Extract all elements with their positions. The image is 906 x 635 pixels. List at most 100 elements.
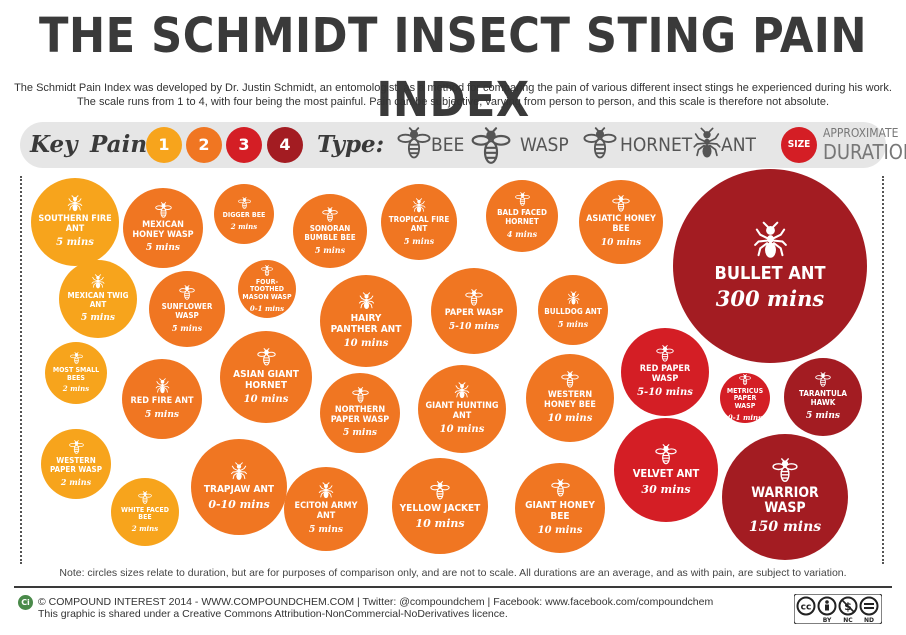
insect-circle-western-honey-bee: Western Honey Bee 10 mins	[526, 354, 614, 442]
footer-license: This graphic is shared under a Creative …	[38, 608, 508, 620]
type-hornet-label: HORNET	[620, 134, 693, 156]
insect-duration: 5 mins	[806, 410, 840, 421]
insect-circle-white-faced-bee: White Faced Bee 2 mins	[111, 478, 179, 546]
insect-circle-sunflower-wasp: Sunflower Wasp 5 mins	[149, 271, 225, 347]
insect-circle-eciton-army-ant: Eciton Army Ant 5 mins	[284, 467, 368, 551]
pain-level-4: 4	[267, 127, 303, 163]
insect-name: Four-Toothed Mason Wasp	[242, 277, 292, 302]
insect-circle-southern-fire-ant: Southern Fire Ant 5 mins	[31, 178, 119, 266]
insect-name: White Faced Bee	[121, 505, 169, 522]
insect-circle-asian-giant-hornet: Asian Giant Hornet 10 mins	[220, 331, 312, 423]
insect-circle-digger-bee: Digger Bee 2 mins	[214, 184, 274, 244]
insect-name: Most Small Bees	[52, 366, 100, 382]
bee-icon	[69, 352, 83, 365]
insect-circle-giant-honey-bee: Giant Honey Bee 10 mins	[515, 463, 605, 553]
insect-name: Eciton Army Ant	[294, 501, 358, 522]
insect-duration: 5 mins	[56, 237, 94, 249]
insect-duration: 5 mins	[314, 244, 346, 255]
left-dotted-border	[20, 176, 22, 564]
insect-circle-asiatic-honey-bee: Asiatic Honey Bee 10 mins	[579, 180, 663, 264]
insect-duration: 5-10 mins	[637, 387, 693, 399]
ant-icon	[411, 198, 427, 214]
ant-icon	[154, 377, 171, 395]
insect-name: Paper Wasp	[444, 308, 504, 319]
insect-name: Western Honey Bee	[544, 389, 596, 410]
insect-circle-bullet-ant: Bullet Ant 300 mins	[673, 169, 867, 363]
insect-duration: 10 mins	[547, 413, 593, 425]
insect-duration: 5 mins	[146, 243, 180, 254]
footer-rule	[14, 586, 892, 588]
insect-duration: 150 mins	[748, 519, 822, 536]
wasp-icon	[465, 289, 483, 307]
insect-circle-tropical-fire-ant: Tropical Fire Ant 5 mins	[381, 184, 457, 260]
insect-circle-red-fire-ant: Red Fire Ant 5 mins	[122, 359, 202, 439]
wasp-icon	[471, 127, 511, 171]
insect-duration: 5 mins	[309, 524, 343, 535]
insect-duration: 5 mins	[171, 322, 203, 333]
insect-circle-trapjaw-ant: Trapjaw Ant 0-10 mins	[191, 439, 287, 535]
insect-circle-metricus-paper-wasp: Metricus Paper Wasp 0-1 mins	[720, 373, 770, 423]
right-dotted-border	[882, 176, 884, 564]
wasp-icon	[739, 373, 751, 386]
type-bee-label: BEE	[431, 134, 465, 156]
insect-duration: 10 mins	[537, 525, 583, 536]
insect-duration: 10 mins	[439, 424, 485, 436]
pain-level-3: 3	[226, 127, 262, 163]
ant-icon	[317, 482, 335, 500]
insect-duration: 2 mins	[131, 523, 159, 533]
insect-circle-velvet-ant: Velvet Ant 30 mins	[614, 418, 718, 522]
wasp-icon	[656, 344, 674, 363]
insect-circle-western-paper-wasp: Western Paper Wasp 2 mins	[41, 429, 111, 499]
insect-duration: 10 mins	[600, 237, 642, 248]
insect-duration: 4 mins	[506, 229, 538, 239]
insect-name: Sonoran Bumble Bee	[304, 223, 356, 242]
pain-level-1: 1	[146, 127, 182, 163]
insect-duration: 10 mins	[343, 338, 389, 349]
size-legend-dot: SIZE	[781, 127, 817, 163]
insect-circle-mexican-honey-wasp: Mexican Honey Wasp 5 mins	[123, 188, 203, 268]
insect-name: Hairy Panther Ant	[330, 313, 402, 335]
ant-icon	[66, 194, 84, 213]
size-note-approximate: APPROXIMATE	[823, 126, 899, 140]
insect-name: Asiatic Honey Bee	[586, 214, 656, 235]
insect-name: Velvet Ant	[632, 466, 700, 480]
bee-icon	[561, 370, 579, 389]
cc-nc-label: NC	[843, 617, 853, 624]
hornet-icon	[514, 192, 530, 207]
ant-icon	[90, 274, 106, 290]
insect-circle-northern-paper-wasp: Northern Paper Wasp 5 mins	[320, 373, 400, 453]
ant-icon	[453, 381, 471, 400]
pain-level-2: 2	[186, 127, 222, 163]
insect-duration: 300 mins	[715, 286, 825, 312]
insect-name: Western Paper Wasp	[50, 456, 102, 475]
pain-label: Pain:	[90, 131, 156, 158]
insect-name: Giant Hunting Ant	[425, 400, 499, 421]
wasp-icon	[261, 264, 273, 277]
insect-circle-bulldog-ant: Bulldog Ant 5 mins	[538, 275, 608, 345]
insect-name: Northern Paper Wasp	[330, 404, 390, 425]
ant-icon	[690, 127, 724, 165]
insect-circle-red-paper-wasp: Red Paper Wasp 5-10 mins	[621, 328, 709, 416]
insect-duration: 0-10 mins	[208, 498, 270, 512]
bee-icon	[550, 479, 570, 498]
insect-name: Sunflower Wasp	[161, 301, 213, 320]
bee-icon	[237, 197, 251, 210]
ant-icon	[750, 221, 791, 262]
cc-by-label: BY	[823, 617, 832, 624]
insect-duration: 2 mins	[62, 384, 90, 394]
insect-name: Asian Giant Hornet	[233, 369, 299, 391]
insect-name: Metricus Paper Wasp	[726, 386, 764, 411]
insect-circle-hairy-panther-ant: Hairy Panther Ant 10 mins	[320, 275, 412, 367]
hornet-icon	[256, 348, 276, 367]
key-label: Key	[30, 131, 78, 158]
insect-duration: 5 mins	[81, 312, 115, 323]
size-legend-note: APPROXIMATE DURATION	[823, 126, 906, 164]
insect-duration: 0-1 mins	[249, 303, 285, 313]
insect-circle-paper-wasp: Paper Wasp 5-10 mins	[431, 268, 517, 354]
wasp-icon	[351, 386, 369, 404]
insect-name: Yellow Jacket	[399, 503, 481, 515]
insect-circle-tarantula-hawk: Tarantula Hawk 5 mins	[784, 358, 862, 436]
insect-duration: 5 mins	[403, 235, 435, 246]
wasp-icon	[815, 372, 831, 388]
insect-name: Southern Fire Ant	[38, 213, 112, 234]
